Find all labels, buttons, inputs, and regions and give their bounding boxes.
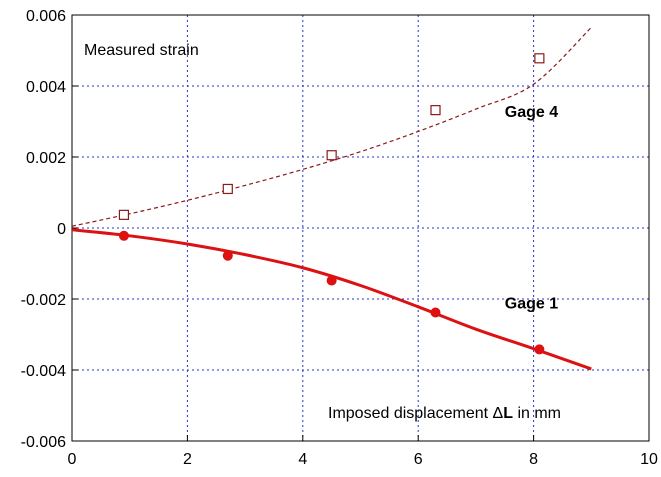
x-tick-label: 6: [414, 451, 423, 468]
x-axis-label-bold: L: [503, 405, 513, 422]
y-tick-label: -0.006: [21, 434, 66, 451]
data-point-gage-1: [326, 275, 337, 286]
x-tick-label: 4: [298, 451, 307, 468]
series-layer: Gage 4 Gage 1: [71, 26, 592, 371]
y-tick-label: 0.006: [26, 8, 66, 25]
series-line-gage-4: [71, 26, 592, 227]
data-point-gage-4: [326, 150, 337, 161]
data-point-gage-4: [222, 183, 233, 195]
y-tick-label: 0.002: [26, 150, 66, 167]
x-tick-label: 8: [529, 451, 538, 468]
series-gage-4: [71, 26, 592, 227]
x-axis-label-symbol: Δ: [493, 405, 504, 422]
data-point-gage-4: [118, 209, 130, 220]
data-point-gage-4: [534, 53, 545, 64]
series-label-gage-4: Gage 4: [505, 104, 558, 121]
series-gage-1: [71, 228, 592, 371]
data-point-gage-1: [222, 250, 233, 261]
y-tick-label: -0.004: [21, 363, 66, 380]
x-tick-label: 2: [183, 451, 192, 468]
y-tick-label: 0.004: [26, 79, 66, 96]
y-tick-label: 0: [57, 221, 66, 238]
x-axis-label: Imposed displacement ΔL in mm: [328, 405, 561, 422]
series-label-gage-1: Gage 1: [505, 296, 558, 313]
x-tick-label: 0: [68, 451, 77, 468]
data-point-gage-4: [430, 105, 441, 116]
x-axis-label-suffix: in mm: [513, 405, 561, 422]
grid-lines: [72, 15, 649, 441]
y-tick-label: -0.002: [21, 292, 66, 309]
x-axis-label-prefix: Imposed displacement: [328, 405, 493, 422]
annotation-measured-strain: Measured strain: [84, 42, 199, 59]
data-point-gage-1: [534, 344, 545, 355]
data-point-gage-1: [118, 230, 129, 241]
data-point-gage-1: [430, 307, 441, 318]
axis-ticks: 0 2 4 6 8 10 -0.006 -0.004 -0.002 0 0.002 0.004 0.00…: [21, 8, 658, 468]
x-tick-label: 10: [640, 451, 658, 468]
